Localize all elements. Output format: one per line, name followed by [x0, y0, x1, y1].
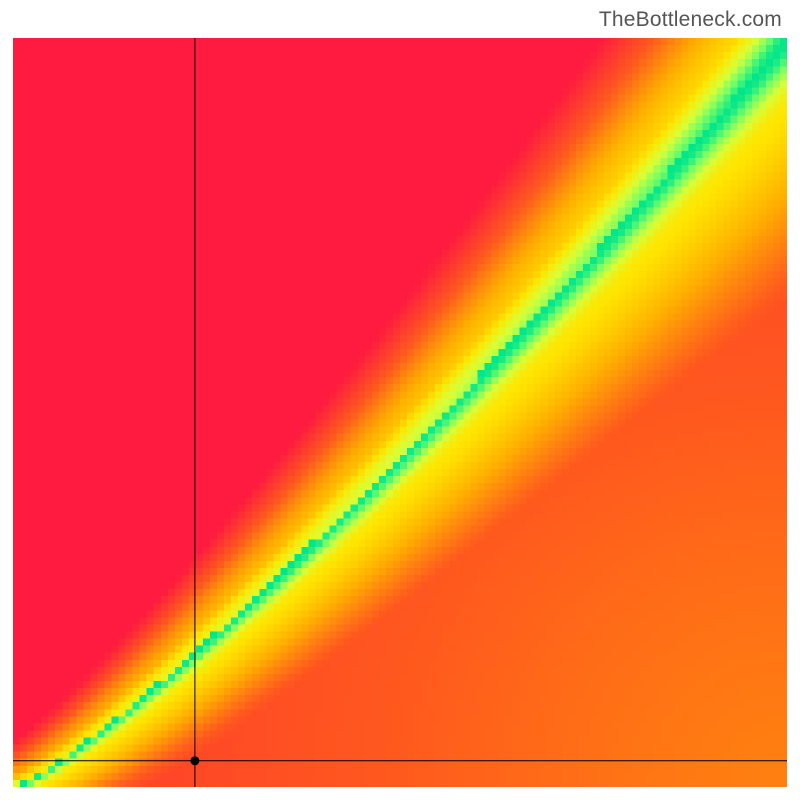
chart-container — [13, 38, 787, 787]
heatmap-canvas — [13, 38, 787, 787]
watermark-text: TheBottleneck.com — [599, 8, 782, 32]
